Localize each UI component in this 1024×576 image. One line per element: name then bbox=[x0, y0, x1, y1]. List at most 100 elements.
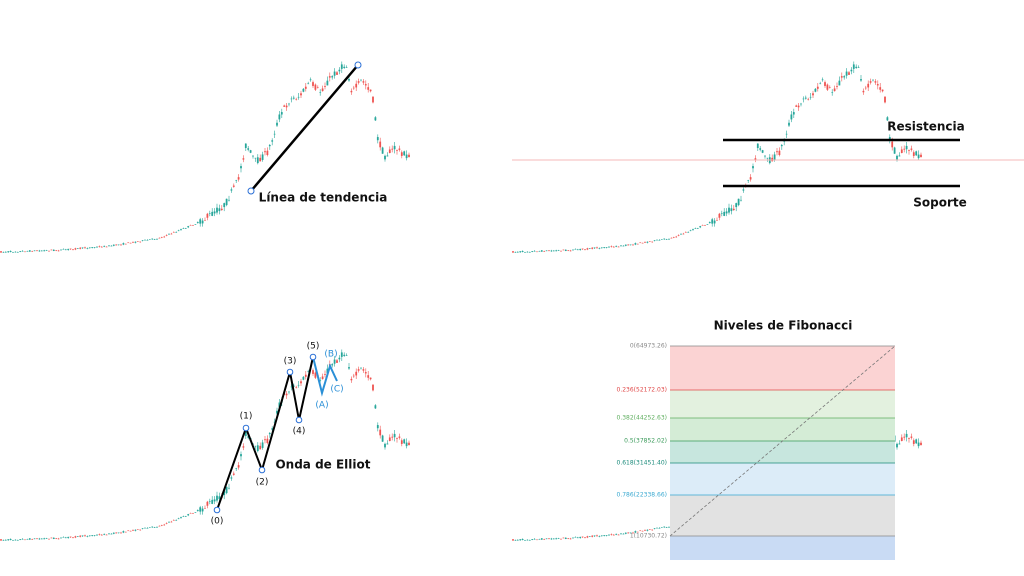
candle-body bbox=[557, 250, 560, 251]
candle-body bbox=[211, 499, 214, 504]
candle-body bbox=[367, 87, 370, 90]
candle-body bbox=[55, 538, 58, 539]
candle-body bbox=[175, 519, 178, 521]
candle-body bbox=[388, 437, 391, 441]
candle-body bbox=[340, 352, 343, 357]
candle-body bbox=[247, 436, 250, 438]
candle-body bbox=[48, 250, 50, 252]
candle-body bbox=[302, 88, 305, 92]
candle-body bbox=[266, 438, 269, 444]
candle-body bbox=[653, 240, 656, 241]
candle-body bbox=[516, 539, 519, 541]
candle-body bbox=[376, 425, 379, 429]
candle-body bbox=[627, 244, 630, 246]
candle-body bbox=[874, 81, 877, 83]
wave-label: (5) bbox=[307, 342, 320, 352]
candle-body bbox=[600, 247, 603, 249]
candle-body bbox=[7, 251, 10, 253]
candle-body bbox=[864, 87, 867, 89]
candle-body bbox=[129, 242, 132, 244]
candle-body bbox=[0, 251, 2, 253]
candle-body bbox=[67, 536, 70, 538]
candle-body bbox=[560, 538, 562, 540]
candle-body bbox=[850, 69, 853, 72]
candle-body bbox=[742, 189, 745, 191]
label: Onda de Elliot bbox=[275, 458, 370, 472]
candle-body bbox=[692, 229, 694, 231]
candle-body bbox=[280, 112, 283, 115]
candle-body bbox=[225, 486, 228, 494]
candle-body bbox=[304, 86, 307, 89]
fib-label: 0.5(37852.02) bbox=[624, 438, 667, 445]
candle-body bbox=[821, 79, 824, 81]
candle-body bbox=[521, 538, 524, 540]
candle-body bbox=[228, 199, 230, 201]
candle-body bbox=[521, 250, 524, 252]
wave-point bbox=[286, 368, 294, 376]
candle-body bbox=[617, 534, 620, 536]
candle-body bbox=[398, 148, 401, 150]
candle-body bbox=[660, 239, 663, 240]
candle-body bbox=[259, 445, 262, 450]
candle-body bbox=[278, 114, 281, 120]
candle-body bbox=[146, 527, 149, 529]
candle-body bbox=[381, 435, 384, 442]
candle-body bbox=[634, 531, 637, 533]
candle-body bbox=[288, 391, 290, 393]
candle-body bbox=[567, 250, 570, 251]
candle-body bbox=[242, 446, 245, 448]
wave-label: (3) bbox=[284, 357, 297, 367]
candle-body bbox=[610, 534, 613, 535]
candle-body bbox=[206, 213, 209, 218]
candle-body bbox=[249, 150, 252, 153]
candle-body bbox=[139, 529, 142, 531]
candle-body bbox=[612, 246, 615, 248]
candle-body bbox=[208, 501, 211, 502]
candle-body bbox=[838, 80, 841, 86]
candle-body bbox=[641, 242, 644, 244]
candle-body bbox=[302, 376, 305, 380]
candle-body bbox=[93, 247, 96, 248]
candle-body bbox=[84, 535, 86, 537]
candle-body bbox=[396, 150, 398, 151]
candle-body bbox=[408, 154, 410, 158]
candle-body bbox=[896, 155, 898, 160]
candle-body bbox=[62, 248, 65, 250]
candle-body bbox=[88, 535, 91, 537]
candle-body bbox=[603, 247, 606, 248]
candle-body bbox=[648, 529, 651, 530]
candle-body bbox=[153, 527, 156, 528]
candle-body bbox=[574, 248, 577, 250]
candle-body bbox=[646, 241, 649, 243]
candle-body bbox=[857, 67, 860, 68]
candle-body bbox=[33, 250, 36, 252]
candle-body bbox=[756, 143, 759, 148]
candle-body bbox=[581, 248, 584, 250]
candle-body bbox=[24, 251, 26, 253]
candle-body bbox=[60, 537, 62, 539]
wave-label: (0) bbox=[211, 517, 224, 527]
candle-body bbox=[24, 539, 26, 541]
candle-body bbox=[396, 438, 398, 439]
fib-label: 0.236(52172.03) bbox=[617, 387, 668, 394]
candle-body bbox=[228, 487, 230, 489]
candle-body bbox=[79, 535, 82, 537]
candle-body bbox=[223, 203, 226, 208]
candle-body bbox=[548, 250, 550, 252]
candle-body bbox=[840, 76, 843, 78]
candle-body bbox=[400, 440, 403, 444]
candle-body bbox=[747, 180, 750, 181]
candle-body bbox=[560, 250, 562, 252]
candle-body bbox=[593, 535, 596, 537]
candle-body bbox=[872, 79, 874, 81]
candle-body bbox=[572, 249, 574, 251]
candle-body bbox=[240, 454, 242, 457]
wave-point bbox=[258, 466, 266, 474]
candle-body bbox=[273, 421, 276, 423]
candle-body bbox=[656, 239, 658, 241]
candle-body bbox=[593, 247, 596, 249]
candle-body bbox=[536, 539, 538, 541]
candle-body bbox=[869, 81, 872, 83]
candle-body bbox=[288, 103, 290, 105]
candle-body bbox=[636, 243, 639, 245]
